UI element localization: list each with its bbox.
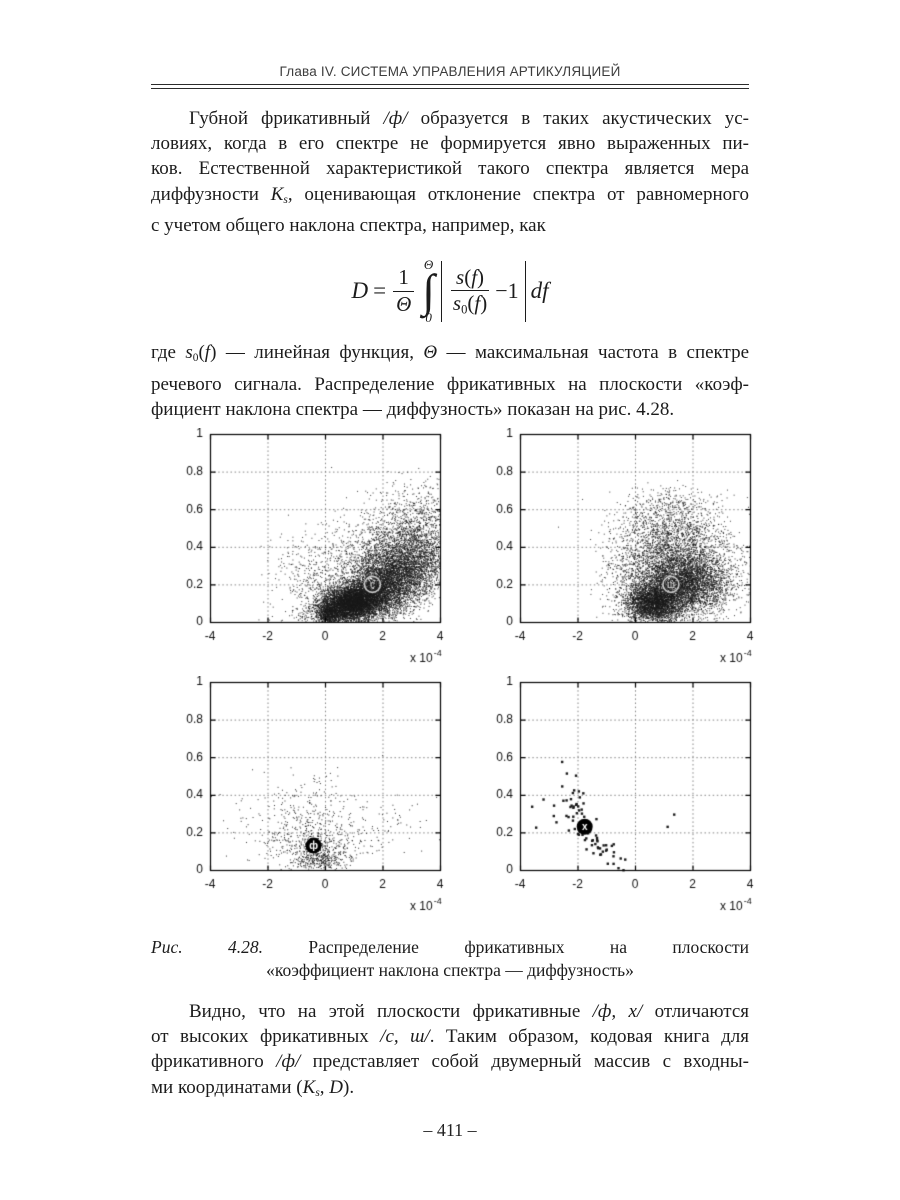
paragraph-intro: Губной фрикативный /ф/ образуется в таки… [151, 108, 750, 236]
page-number: – 411 – [423, 1120, 477, 1140]
figure-4-28 [151, 428, 766, 914]
integral-sign: ∫ [422, 264, 435, 316]
ratio-numerator: s(f) [451, 265, 490, 292]
spectrum-ratio-fraction: s(f) s0(f) [448, 265, 492, 317]
differential: df [530, 278, 549, 304]
scatter-plot-s [156, 428, 456, 666]
formula-diffuseness: D = 1 Θ Θ ∫ 0 s(f) s0(f) −1 df [151, 251, 749, 331]
running-head: Глава IV. СИСТЕМА УПРАВЛЕНИЯ АРТИКУЛЯЦИЕ… [151, 64, 749, 79]
paragraph-where: где s0(f) — линейная функция, Θ — максим… [151, 342, 750, 420]
minus-one: −1 [495, 278, 519, 304]
formula-coef-fraction: 1 Θ [391, 266, 416, 316]
running-head-text: Глава IV. СИСТЕМА УПРАВЛЕНИЯ АРТИКУЛЯЦИЕ… [279, 64, 621, 79]
integral: Θ ∫ 0 [422, 258, 435, 324]
header-rule [151, 84, 749, 89]
ratio-denominator: s0(f) [452, 291, 488, 317]
paragraph-conclusion: Видно, что на этой плоскости фрикативные… [151, 1001, 749, 1099]
text-column: Глава IV. СИСТЕМА УПРАВЛЕНИЯ АРТИКУЛЯЦИЕ… [151, 0, 766, 1141]
figure-caption: Рис. 4.28. Распределение фрикативных на … [151, 937, 749, 980]
integral-lower-limit: 0 [425, 310, 432, 326]
formula-lhs: D [351, 278, 369, 304]
scatter-plot-sh [466, 428, 766, 666]
scatter-plot-kh [466, 676, 766, 914]
scatter-plot-f [156, 676, 456, 914]
absolute-value-group: s(f) s0(f) −1 [440, 260, 526, 322]
formula-equals: = [373, 278, 387, 304]
formula-coef-denominator: Θ [396, 291, 412, 316]
integral-upper-limit: Θ [423, 256, 434, 272]
formula-coef-numerator: 1 [393, 266, 414, 292]
